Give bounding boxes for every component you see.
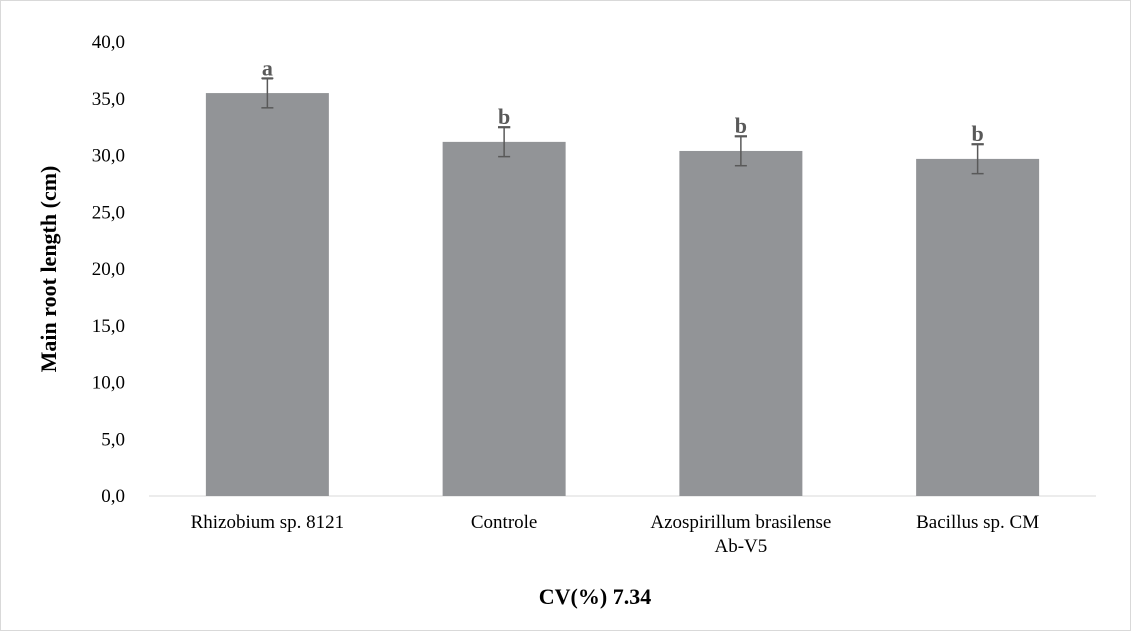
- y-tick-label: 10,0: [92, 373, 125, 394]
- error-bar: [971, 143, 984, 175]
- bar: [916, 158, 1040, 496]
- error-bar: [261, 77, 274, 109]
- category-label: Controle: [471, 512, 538, 533]
- significance-letter: b: [498, 104, 510, 129]
- category-labels: Rhizobium sp. 8121 Controle Azospirillum b…: [191, 512, 1040, 557]
- y-axis-ticks: 0,0 5,0 10,0 15,0 20,0 25,0 30,0 35,0 40,0: [92, 32, 125, 507]
- y-tick-label: 40,0: [92, 32, 125, 53]
- bar: [205, 93, 329, 496]
- category-label: Azospirillum brasilense Ab-V5: [650, 512, 831, 557]
- y-tick-label: 35,0: [92, 89, 125, 110]
- category-label: Bacillus sp. CM: [916, 512, 1039, 533]
- bar: [679, 150, 803, 496]
- y-tick-label: 15,0: [92, 316, 125, 337]
- significance-letter: b: [972, 121, 984, 146]
- x-axis-title: CV(%) 7.34: [539, 584, 651, 609]
- significance-letter: a: [262, 55, 273, 80]
- y-tick-label: 25,0: [92, 202, 125, 223]
- y-tick-label: 30,0: [92, 146, 125, 167]
- error-bar: [498, 126, 511, 158]
- y-tick-label: 0,0: [101, 486, 125, 507]
- significance-letter: b: [735, 113, 747, 138]
- error-bar: [734, 135, 747, 167]
- y-tick-label: 20,0: [92, 259, 125, 280]
- y-tick-label: 5,0: [101, 429, 125, 450]
- y-axis-title: Main root length (cm): [36, 166, 61, 373]
- bars: a b b b: [205, 55, 1040, 496]
- bar: [442, 141, 566, 496]
- category-label: Rhizobium sp. 8121: [191, 512, 345, 533]
